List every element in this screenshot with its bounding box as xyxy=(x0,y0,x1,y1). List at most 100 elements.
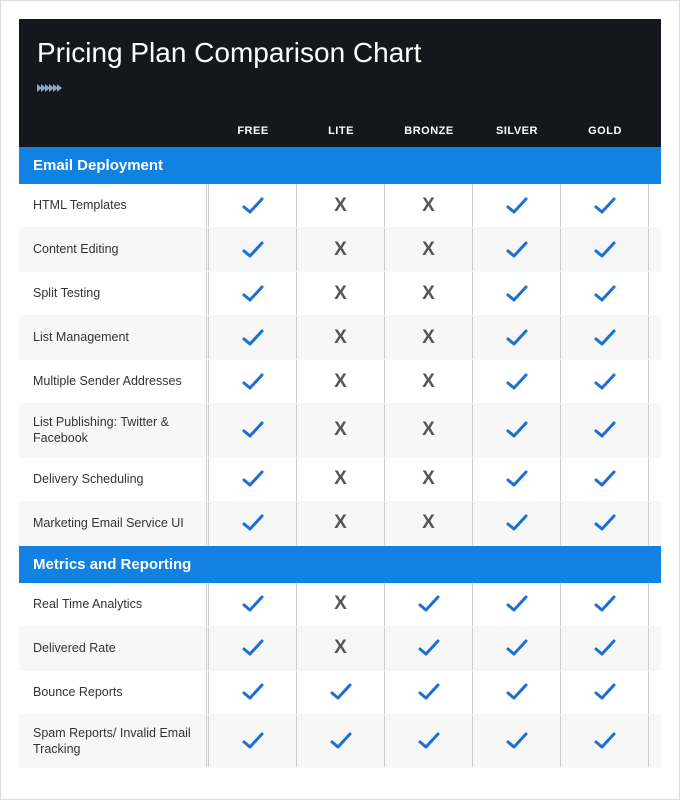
feature-cell: X xyxy=(297,404,385,457)
feature-cell xyxy=(385,715,473,768)
check-icon xyxy=(505,638,529,658)
feature-cell xyxy=(561,228,649,271)
cross-icon: X xyxy=(422,195,435,217)
feature-label: Real Time Analytics xyxy=(19,583,209,626)
feature-cell xyxy=(649,360,680,403)
feature-cell xyxy=(297,715,385,768)
plan-header: LITE xyxy=(297,125,385,137)
feature-cell xyxy=(649,671,680,714)
plan-header: GOLD xyxy=(561,125,649,137)
feature-cell xyxy=(561,583,649,626)
check-icon xyxy=(505,328,529,348)
check-icon xyxy=(241,469,265,489)
cross-icon: X xyxy=(334,283,347,305)
cross-icon: X xyxy=(422,283,435,305)
feature-cell xyxy=(649,627,680,670)
page: Pricing Plan Comparison Chart FREELITEBR… xyxy=(1,1,679,786)
check-icon xyxy=(593,372,617,392)
feature-cell xyxy=(649,404,680,457)
feature-cell xyxy=(209,671,297,714)
feature-cell xyxy=(649,228,680,271)
feature-cell xyxy=(649,272,680,315)
feature-cell xyxy=(649,583,680,626)
feature-cell: X xyxy=(385,502,473,545)
feature-cell xyxy=(473,627,561,670)
section-header: Email Deployment xyxy=(19,147,661,184)
cross-icon: X xyxy=(422,419,435,441)
cross-icon: X xyxy=(334,512,347,534)
feature-row: List Publishing: Twitter & Facebook X X xyxy=(19,404,661,458)
feature-label: List Management xyxy=(19,316,209,359)
check-icon xyxy=(593,284,617,304)
check-icon xyxy=(593,328,617,348)
feature-col-spacer xyxy=(19,125,209,137)
feature-cell: X xyxy=(385,228,473,271)
cross-icon: X xyxy=(422,468,435,490)
feature-cell xyxy=(209,360,297,403)
feature-cell xyxy=(385,627,473,670)
feature-label: List Publishing: Twitter & Facebook xyxy=(19,404,209,457)
check-icon xyxy=(505,682,529,702)
cross-icon: X xyxy=(334,239,347,261)
feature-cell xyxy=(209,583,297,626)
feature-cell xyxy=(209,458,297,501)
feature-cell xyxy=(561,316,649,359)
arrow-decoration xyxy=(37,79,643,97)
feature-label: Delivered Rate xyxy=(19,627,209,670)
plan-header: BRONZE xyxy=(385,125,473,137)
plan-header: PL xyxy=(649,125,680,137)
check-icon xyxy=(241,328,265,348)
check-icon xyxy=(241,420,265,440)
feature-cell xyxy=(473,671,561,714)
check-icon xyxy=(593,240,617,260)
feature-row: Spam Reports/ Invalid Email Tracking xyxy=(19,715,661,769)
feature-cell: X xyxy=(297,502,385,545)
check-icon xyxy=(505,372,529,392)
check-icon xyxy=(241,731,265,751)
check-icon xyxy=(505,594,529,614)
feature-cell xyxy=(209,627,297,670)
feature-row: Delivered RateX xyxy=(19,627,661,671)
feature-cell xyxy=(561,272,649,315)
feature-cell xyxy=(473,502,561,545)
check-icon xyxy=(417,638,441,658)
cross-icon: X xyxy=(422,371,435,393)
table-body: Email DeploymentHTML TemplatesXXContent … xyxy=(19,147,661,768)
feature-label: Split Testing xyxy=(19,272,209,315)
feature-cell xyxy=(473,228,561,271)
feature-cell: X xyxy=(297,360,385,403)
feature-cell xyxy=(561,671,649,714)
feature-cell xyxy=(473,458,561,501)
header-bar: Pricing Plan Comparison Chart FREELITEBR… xyxy=(19,19,661,147)
feature-cell: X xyxy=(385,272,473,315)
feature-cell xyxy=(649,184,680,227)
feature-row: HTML TemplatesXX xyxy=(19,184,661,228)
check-icon xyxy=(505,469,529,489)
feature-label: HTML Templates xyxy=(19,184,209,227)
feature-cell xyxy=(209,272,297,315)
feature-cell xyxy=(209,228,297,271)
feature-cell xyxy=(473,272,561,315)
check-icon xyxy=(593,682,617,702)
feature-cell xyxy=(473,404,561,457)
feature-cell xyxy=(473,184,561,227)
section-header: Metrics and Reporting xyxy=(19,546,661,583)
check-icon xyxy=(241,513,265,533)
check-icon xyxy=(241,372,265,392)
feature-row: Real Time AnalyticsX xyxy=(19,583,661,627)
feature-label: Multiple Sender Addresses xyxy=(19,360,209,403)
feature-cell: X xyxy=(297,272,385,315)
check-icon xyxy=(505,731,529,751)
feature-cell xyxy=(385,583,473,626)
feature-row: List ManagementXX xyxy=(19,316,661,360)
cross-icon: X xyxy=(422,512,435,534)
check-icon xyxy=(241,638,265,658)
check-icon xyxy=(241,594,265,614)
cross-icon: X xyxy=(334,371,347,393)
feature-cell xyxy=(561,627,649,670)
check-icon xyxy=(241,196,265,216)
check-icon xyxy=(241,240,265,260)
feature-cell xyxy=(297,671,385,714)
feature-label: Spam Reports/ Invalid Email Tracking xyxy=(19,715,209,768)
feature-cell: X xyxy=(385,404,473,457)
